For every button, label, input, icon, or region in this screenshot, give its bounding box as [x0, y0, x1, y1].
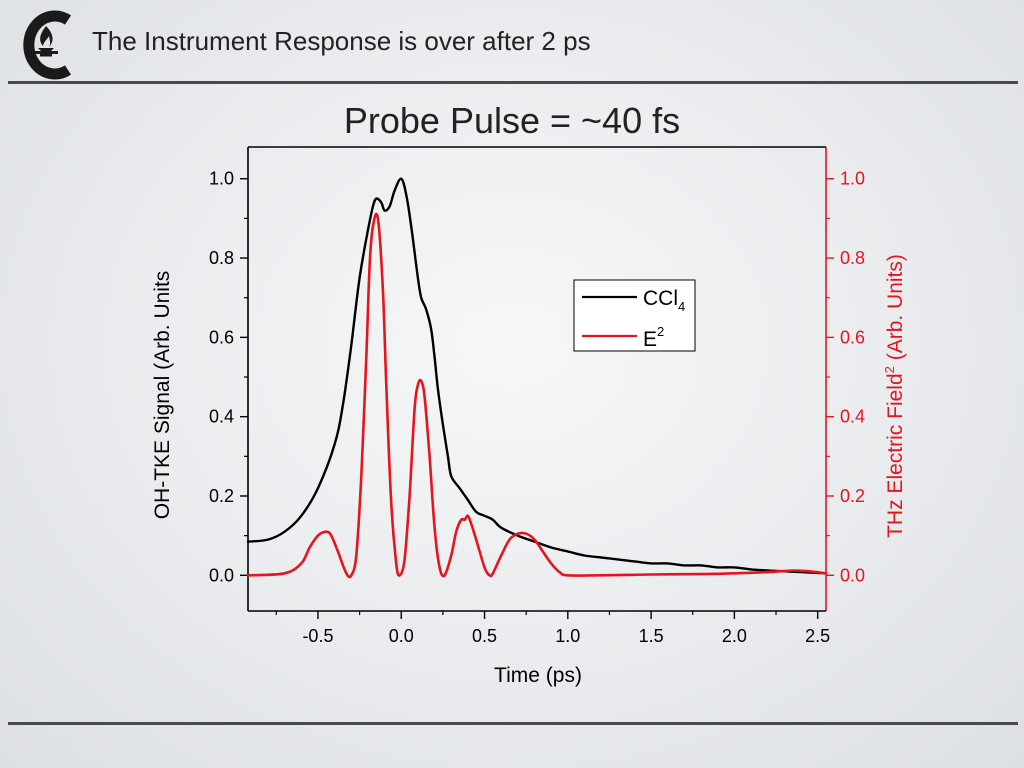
left-y-tick-label: 0.2: [209, 486, 234, 506]
left-y-axis-label: OH-TKE Signal (Arb. Units: [151, 271, 174, 520]
right-y-tick-label: 0.4: [840, 407, 865, 427]
series-line-e2: [246, 212, 828, 579]
right-y-tick-label: 0.8: [840, 248, 865, 268]
right-y-tick-label: 0.6: [840, 327, 865, 347]
x-tick-label: 0.0: [389, 626, 414, 646]
top-divider: [8, 81, 1018, 84]
torch-c-logo-icon: [23, 10, 72, 80]
x-axis-ticks: -0.5 0.0 0.5 1.0 1.5 2.0 2.5: [275, 611, 830, 646]
right-y-axis-ticks: 0.0 0.2 0.4 0.6 0.8 1.0: [826, 169, 865, 585]
left-y-tick-label: 0.0: [209, 565, 234, 585]
left-y-tick-label: 1.0: [209, 169, 234, 189]
slide-title: The Instrument Response is over after 2 …: [92, 26, 591, 56]
left-y-tick-label: 0.6: [209, 327, 234, 347]
chart-title: Probe Pulse = ~40 fs: [343, 100, 681, 141]
x-tick-label: 1.0: [555, 626, 580, 646]
legend-label-ccl4: CCl4: [643, 287, 685, 314]
left-y-tick-label: 0.4: [209, 407, 234, 427]
x-tick-label: 2.0: [722, 626, 747, 646]
x-tick-label: 2.5: [805, 626, 830, 646]
bottom-divider: [8, 722, 1018, 725]
right-y-tick-label: 0.2: [840, 486, 865, 506]
right-y-tick-label: 0.0: [840, 565, 865, 585]
x-tick-label: 1.5: [639, 626, 664, 646]
left-y-axis-ticks: 0.0 0.2 0.4 0.6 0.8 1.0: [209, 169, 248, 585]
x-axis-label: Time (ps): [494, 664, 582, 687]
legend-label-e2: E2: [643, 324, 664, 351]
right-y-tick-label: 1.0: [840, 169, 865, 189]
right-y-axis-label-main: THz Electric Field: [884, 373, 907, 538]
x-tick-label: -0.5: [302, 626, 333, 646]
right-y-axis-label: THz Electric Field2 (Arb. Units): [882, 254, 907, 538]
series-line-ccl4: [246, 177, 828, 575]
right-y-axis-label-sup: 2: [882, 366, 897, 373]
right-y-axis-label-tail: (Arb. Units): [884, 254, 907, 366]
series-layer: [246, 177, 828, 579]
x-tick-label: 0.5: [472, 626, 497, 646]
left-y-tick-label: 0.8: [209, 248, 234, 268]
legend: CCl4 E2: [573, 279, 696, 352]
